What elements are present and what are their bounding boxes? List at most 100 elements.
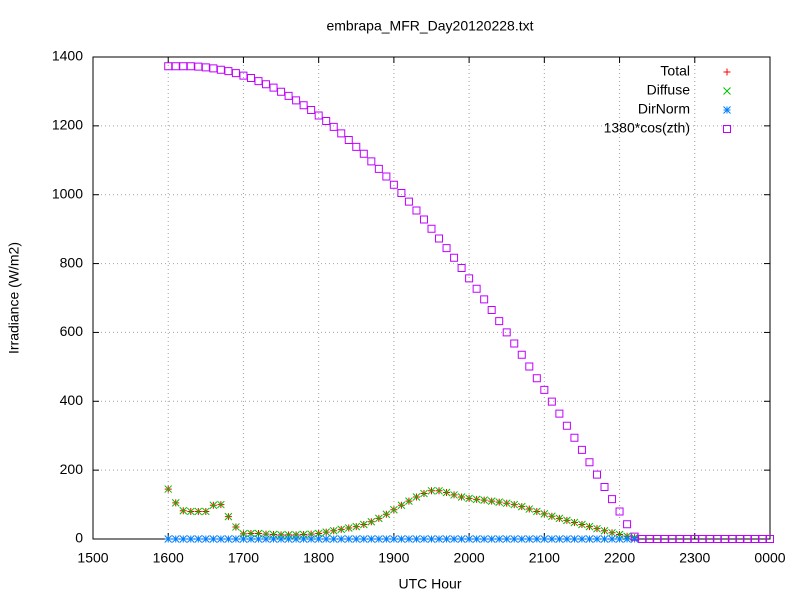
point: [548, 512, 556, 521]
point: [179, 506, 188, 515]
point: [562, 421, 571, 430]
point: [322, 117, 331, 126]
point: [713, 535, 722, 543]
point: [179, 62, 188, 71]
point: [164, 62, 173, 71]
point: [397, 501, 406, 510]
point: [660, 535, 669, 543]
x-tick-label: 2300: [679, 550, 710, 566]
point: [314, 535, 323, 543]
point: [322, 535, 331, 543]
point: [201, 63, 210, 72]
point: [171, 535, 180, 543]
point: [337, 525, 346, 534]
point: [517, 535, 526, 543]
y-tick-label: 200: [60, 461, 84, 477]
point: [555, 535, 564, 543]
legend-marker: [723, 106, 731, 114]
point: [502, 499, 511, 508]
point: [555, 514, 564, 523]
point: [750, 535, 759, 543]
point: [517, 502, 526, 511]
point: [389, 180, 398, 189]
point: [675, 535, 684, 543]
point: [239, 71, 248, 80]
x-tick-label: 1900: [378, 550, 409, 566]
point: [570, 535, 579, 543]
point: [487, 497, 496, 505]
point: [683, 535, 692, 543]
point: [194, 507, 203, 516]
point: [217, 500, 225, 509]
point: [329, 526, 338, 535]
series: [164, 535, 639, 543]
point: [578, 535, 586, 543]
point: [510, 535, 519, 543]
point: [600, 483, 609, 492]
point: [548, 535, 556, 543]
point: [638, 535, 647, 543]
point: [592, 470, 601, 479]
point: [164, 535, 173, 543]
point: [412, 206, 421, 215]
legend-marker: [723, 68, 731, 76]
point: [555, 409, 564, 418]
point: [201, 507, 210, 516]
point: [495, 317, 504, 326]
point: [525, 362, 534, 371]
point: [623, 535, 631, 543]
point: [690, 535, 699, 543]
point: [262, 80, 271, 89]
point: [668, 535, 677, 543]
point: [472, 535, 481, 543]
x-tick-label: 2100: [529, 550, 560, 566]
point: [352, 522, 361, 531]
point: [344, 135, 353, 144]
point: [412, 493, 421, 501]
point: [329, 535, 338, 543]
legend-label: Total: [660, 63, 690, 79]
point: [254, 529, 263, 538]
point: [359, 520, 368, 529]
point: [563, 516, 571, 525]
point: [254, 77, 263, 86]
point: [171, 498, 180, 507]
point: [224, 512, 233, 521]
point: [608, 528, 616, 537]
point: [419, 215, 428, 224]
point: [314, 111, 323, 120]
y-tick-label: 1000: [52, 185, 83, 201]
point: [623, 520, 632, 529]
point: [758, 535, 767, 543]
point: [194, 62, 203, 71]
x-tick-label: 1500: [77, 550, 108, 566]
point: [397, 535, 406, 543]
point: [374, 535, 383, 543]
x-tick-label: 0000: [754, 550, 785, 566]
x-tick-label: 1800: [303, 550, 334, 566]
y-tick-label: 800: [60, 254, 84, 270]
point: [201, 535, 210, 543]
point: [344, 535, 353, 543]
point: [322, 528, 331, 536]
point: [578, 520, 586, 529]
point: [224, 535, 233, 543]
point: [547, 397, 556, 406]
point: [269, 83, 278, 92]
point: [247, 529, 255, 538]
y-tick-label: 1400: [52, 48, 83, 64]
point: [329, 122, 338, 131]
point: [450, 491, 458, 499]
point: [457, 535, 466, 543]
point: [262, 535, 270, 543]
point: [532, 374, 541, 383]
point: [209, 64, 218, 73]
point: [314, 529, 323, 538]
point: [608, 495, 617, 504]
point: [570, 518, 579, 527]
point: [284, 91, 293, 100]
y-axis-label: Irradiance (W/m2): [6, 242, 22, 354]
point: [352, 535, 361, 543]
point: [510, 339, 519, 348]
